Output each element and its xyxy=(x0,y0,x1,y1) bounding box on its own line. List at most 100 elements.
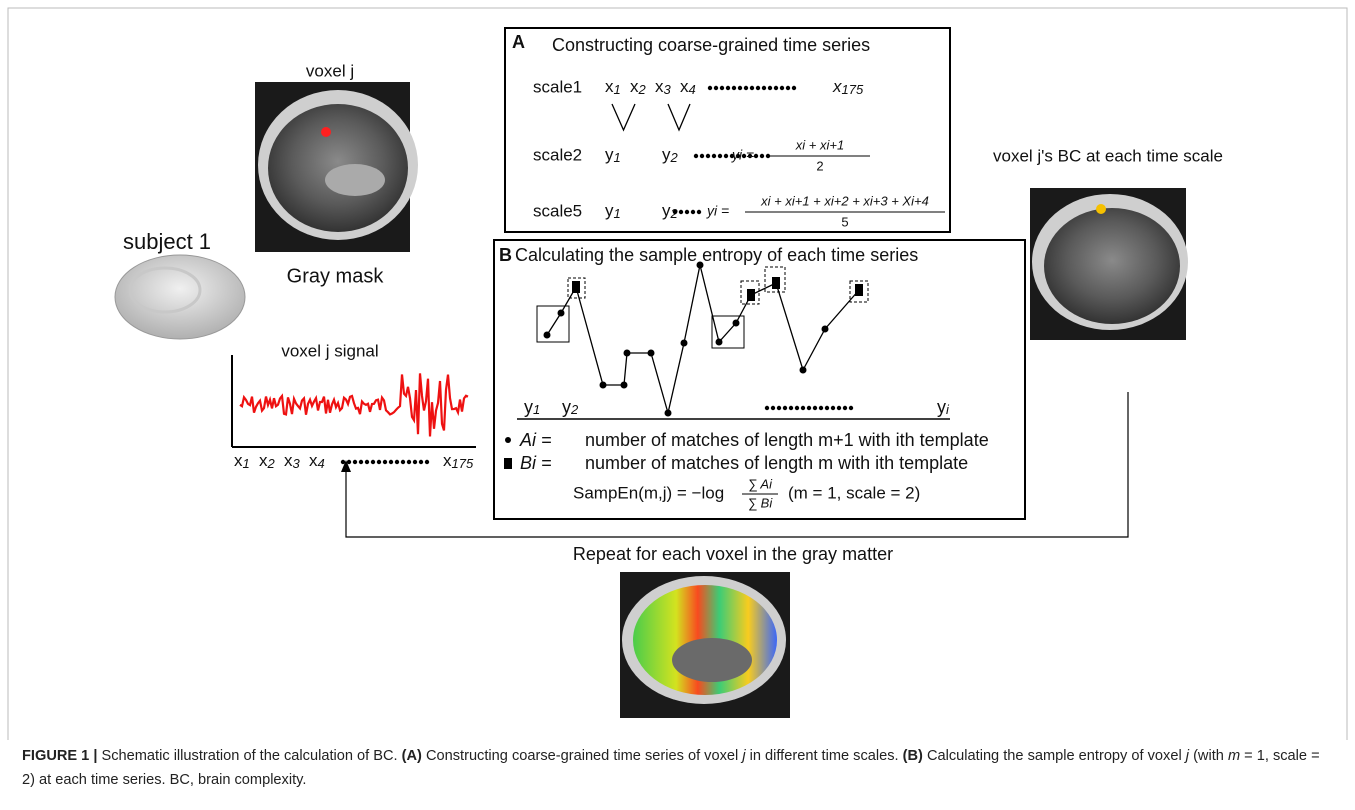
ellipsis-dot xyxy=(706,154,710,158)
caption-part: (A) xyxy=(402,748,422,764)
caption-part: (with xyxy=(1189,748,1228,764)
series-line xyxy=(547,265,859,413)
ellipsis-dot xyxy=(401,460,405,464)
series-point xyxy=(681,340,688,347)
signal-tick-label: x2 xyxy=(259,451,276,471)
axis-label: y2 xyxy=(562,397,579,418)
ellipsis-dot xyxy=(673,210,677,214)
ellipsis-dot xyxy=(768,86,772,90)
series-term: x2 xyxy=(630,77,647,97)
ellipsis-dot xyxy=(425,460,429,464)
caption-part: in different time scales. xyxy=(746,748,903,764)
ellipsis-dot xyxy=(819,406,823,410)
coarse-grain-mark xyxy=(612,104,635,130)
ellipsis-dot xyxy=(389,460,393,464)
legend-square xyxy=(504,458,512,469)
ellipsis-dot xyxy=(685,210,689,214)
scale-label: scale2 xyxy=(533,145,582,164)
series-term: x3 xyxy=(655,77,672,97)
legend-symbol: Ai = xyxy=(519,430,552,450)
match-box xyxy=(537,306,569,342)
signal-tick-label: x3 xyxy=(284,451,301,471)
series-term: y1 xyxy=(605,145,621,165)
figure-graphic: voxel j Gray mask subject 1 voxel j sign… xyxy=(0,0,1355,740)
figure: voxel j Gray mask subject 1 voxel j sign… xyxy=(0,0,1355,810)
ellipsis-dot xyxy=(407,460,411,464)
ellipsis-dot xyxy=(754,154,758,158)
ellipsis-dot xyxy=(765,406,769,410)
ellipsis-dot xyxy=(825,406,829,410)
series-term: y1 xyxy=(605,201,621,221)
formula-numerator: ∑ Ai xyxy=(748,476,773,491)
ellipsis-dot xyxy=(732,86,736,90)
scale-label: scale5 xyxy=(533,201,582,220)
signal-tick-label: x4 xyxy=(309,451,325,471)
ellipsis-dot xyxy=(786,86,790,90)
coarse-grain-mark xyxy=(668,104,690,130)
ellipsis-dot xyxy=(831,406,835,410)
ellipsis-dot xyxy=(395,460,399,464)
formula: SampEn(m,j) = −log xyxy=(573,483,724,502)
ellipsis-dot xyxy=(679,210,683,214)
ellipsis-dot xyxy=(777,406,781,410)
series-point xyxy=(648,350,655,357)
panel-title: Calculating the sample entropy of each t… xyxy=(515,245,918,265)
ellipsis-dot xyxy=(750,86,754,90)
template-square xyxy=(747,289,755,301)
ellipsis-dot xyxy=(801,406,805,410)
ellipsis-dot xyxy=(795,406,799,410)
caption-part: Calculating the sample entropy of voxel xyxy=(923,748,1186,764)
series-point xyxy=(822,326,829,333)
signal-tick-label: x175 xyxy=(443,451,474,471)
signal-trace xyxy=(240,373,468,436)
template-square xyxy=(855,284,863,296)
template-square xyxy=(772,277,780,289)
brain-image-voxel xyxy=(255,82,418,252)
ellipsis-dot xyxy=(766,154,770,158)
ellipsis-dot xyxy=(843,406,847,410)
formula-note: (m = 1, scale = 2) xyxy=(788,483,920,502)
formula-denominator: ∑ Bi xyxy=(748,495,774,510)
mask-label: Gray mask xyxy=(287,265,385,287)
series-point xyxy=(558,310,565,317)
ellipsis-dot xyxy=(783,406,787,410)
ellipsis-dot xyxy=(792,86,796,90)
ellipsis-dot xyxy=(771,406,775,410)
ellipsis-dot xyxy=(724,154,728,158)
ellipsis-dot xyxy=(807,406,811,410)
ellipsis-dot xyxy=(708,86,712,90)
panel-label: B xyxy=(499,245,512,265)
panel-title: Constructing coarse-grained time series xyxy=(552,35,870,55)
ellipsis-dot xyxy=(700,154,704,158)
series-point xyxy=(621,382,628,389)
ellipsis-dot xyxy=(718,154,722,158)
ellipsis-dot xyxy=(712,154,716,158)
series-term: y2 xyxy=(662,145,679,165)
caption-part: Constructing coarse-grained time series … xyxy=(422,748,742,764)
ellipsis-dot xyxy=(738,86,742,90)
caption-part: (B) xyxy=(903,748,923,764)
legend-text: number of matches of length m with ith t… xyxy=(585,453,968,473)
ellipsis-dot xyxy=(697,210,701,214)
ellipsis-dot xyxy=(691,210,695,214)
series-point xyxy=(624,350,631,357)
ellipsis-dot xyxy=(353,460,357,464)
ellipsis-dot xyxy=(780,86,784,90)
ellipsis-dot xyxy=(694,154,698,158)
axis-label: y1 xyxy=(524,397,540,418)
ellipsis-dot xyxy=(413,460,417,464)
series-point xyxy=(800,367,807,374)
legend-dot xyxy=(505,437,511,443)
ellipsis-dot xyxy=(726,86,730,90)
series-term: x4 xyxy=(680,77,696,97)
ellipsis-dot xyxy=(762,86,766,90)
ellipsis-dot xyxy=(714,86,718,90)
signal-tick-label: x1 xyxy=(234,451,250,471)
ellipsis-dot xyxy=(419,460,423,464)
series-point xyxy=(600,382,607,389)
ellipsis-dot xyxy=(774,86,778,90)
ellipsis-dot xyxy=(377,460,381,464)
formula-lhs: yi = xyxy=(731,147,754,163)
series-point xyxy=(665,410,672,417)
bc-label: voxel j's BC at each time scale xyxy=(993,146,1223,165)
